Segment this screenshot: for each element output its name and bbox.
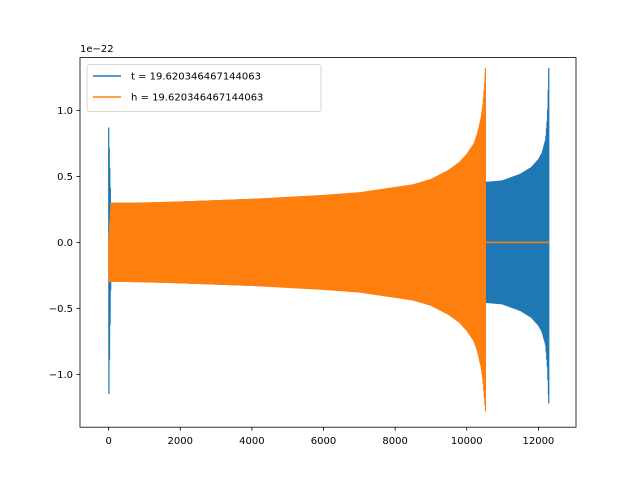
y-tick-label: −0.5 — [49, 304, 73, 315]
x-tick-label: 8000 — [382, 436, 407, 447]
legend-label: h = 19.620346467144063 — [131, 93, 263, 104]
x-tick-label: 6000 — [311, 436, 336, 447]
y-offset-label: 1e−22 — [80, 44, 114, 55]
plot-area — [108, 68, 550, 412]
legend: t = 19.620346467144063 h = 19.62034646714… — [86, 64, 322, 112]
x-tick-label: 12000 — [522, 436, 554, 447]
x-tick-label: 2000 — [168, 436, 193, 447]
x-tick-label: 0 — [105, 436, 111, 447]
y-axis: −1.0 −0.5 0.0 0.5 1.0 — [49, 106, 80, 381]
y-tick-label: −1.0 — [49, 370, 73, 381]
series-line-1 — [108, 68, 486, 412]
x-tick-label: 10000 — [451, 436, 483, 447]
legend-label: t = 19.620346467144063 — [131, 72, 261, 83]
x-axis: 0 2000 4000 6000 8000 10000 12000 — [105, 427, 554, 447]
legend-box — [86, 64, 322, 112]
y-tick-label: 1.0 — [57, 106, 73, 117]
x-tick-label: 4000 — [239, 436, 264, 447]
y-tick-label: 0.5 — [57, 172, 73, 183]
y-tick-label: 0.0 — [57, 238, 73, 249]
